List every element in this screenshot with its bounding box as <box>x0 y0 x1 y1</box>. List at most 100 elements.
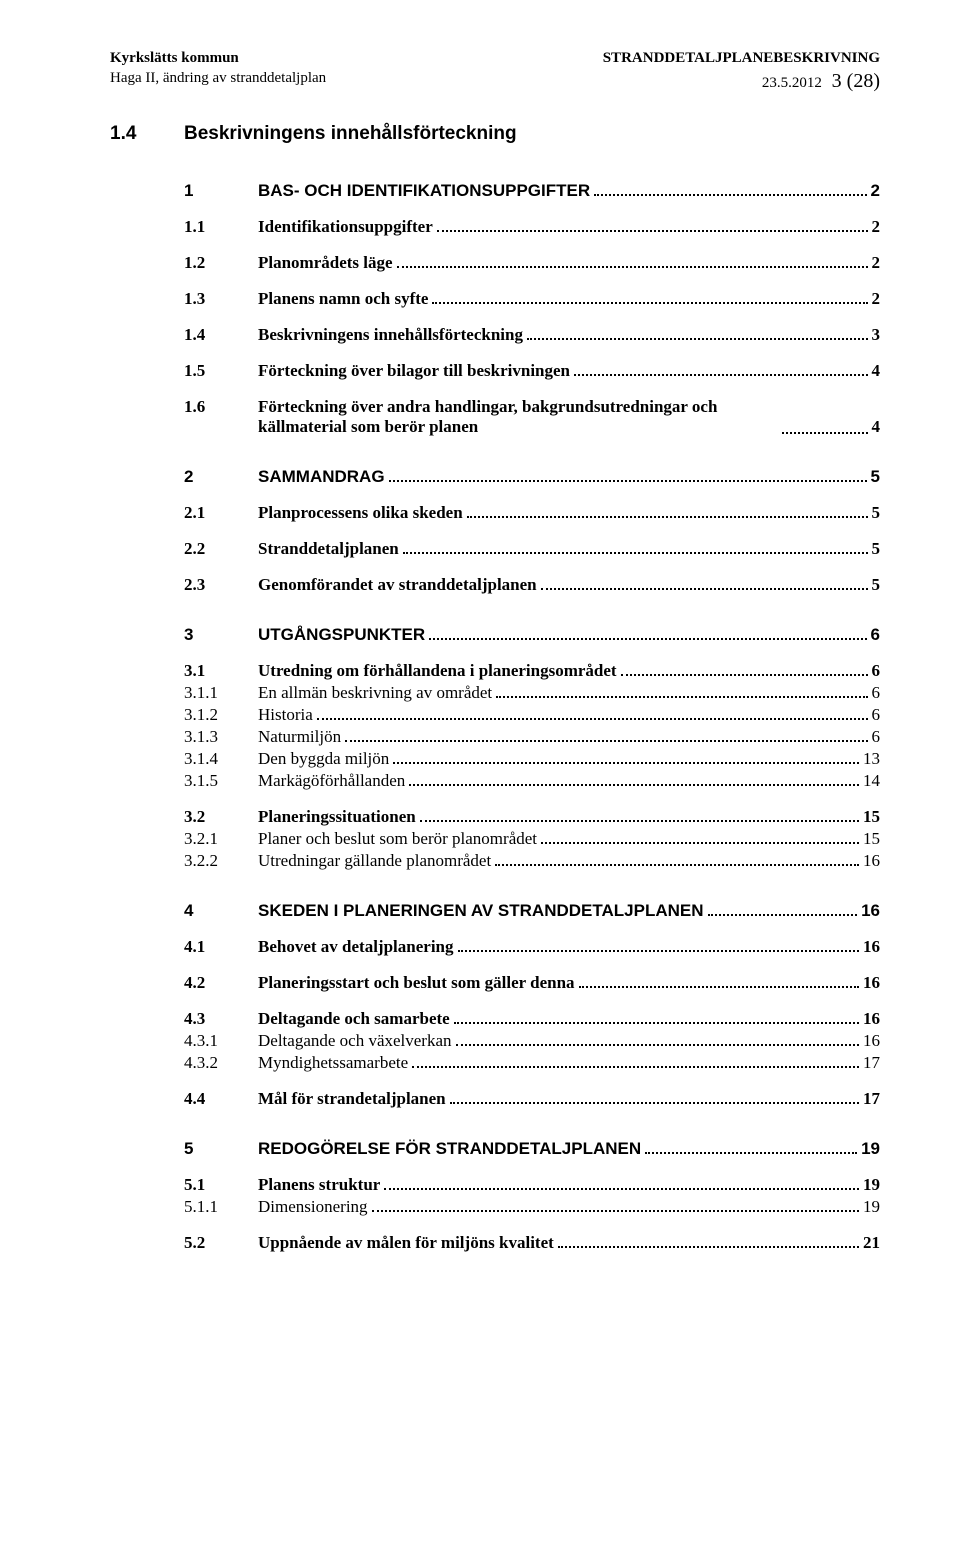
toc-label-wrap: Uppnående av målen för miljöns kvalitet 2… <box>258 1233 880 1253</box>
toc-row: 1.1Identifikationsuppgifter2 <box>184 217 880 237</box>
toc-label: Markägöförhållanden <box>258 771 405 791</box>
toc-row: 4.4Mål för strandetaljplanen17 <box>184 1089 880 1109</box>
toc-row: 3UTGÅNGSPUNKTER6 <box>184 625 880 645</box>
header-page-count: 3 (28) <box>832 68 880 95</box>
toc-number: 1.6 <box>184 397 258 417</box>
toc-label: Identifikationsuppgifter <box>258 217 433 237</box>
toc-row: 2.3Genomförandet av stranddetaljplanen5 <box>184 575 880 595</box>
toc-leader-dots <box>594 183 866 197</box>
toc-page: 3 <box>872 325 881 345</box>
toc-row: 4.3.2Myndighetssamarbete17 <box>184 1053 880 1073</box>
toc-number: 1.5 <box>184 361 258 381</box>
toc-row: 4.1Behovet av detaljplanering16 <box>184 937 880 957</box>
toc-label-wrap: Planeringsstart och beslut som gäller de… <box>258 973 880 993</box>
toc-label-wrap: Planområdets läge2 <box>258 253 880 273</box>
toc-number: 2.1 <box>184 503 258 523</box>
toc-page: 19 <box>861 1139 880 1159</box>
toc-number: 4.3.2 <box>184 1053 258 1073</box>
header-right: STRANDDETALJPLANEBESKRIVNING 23.5.2012 3… <box>603 48 880 95</box>
toc-leader-dots <box>403 541 868 555</box>
toc-row: 1.6Förteckning över andra handlingar, ba… <box>184 397 880 437</box>
toc-label: Beskrivningens innehållsförteckning <box>258 325 523 345</box>
toc-label-wrap: Utredning om förhållandena i planeringso… <box>258 661 880 681</box>
toc-label-wrap: Utredningar gällande planområdet16 <box>258 851 880 871</box>
toc-label-wrap: En allmän beskrivning av området6 <box>258 683 880 703</box>
toc-label: REDOGÖRELSE FÖR STRANDDETALJPLANEN <box>258 1139 641 1159</box>
toc-leader-dots <box>397 255 868 269</box>
toc-label: Planområdets läge <box>258 253 393 273</box>
toc-label: Uppnående av målen för miljöns kvalitet <box>258 1233 554 1253</box>
toc-label: Planprocessens olika skeden <box>258 503 463 523</box>
toc-label: Stranddetaljplanen <box>258 539 399 559</box>
toc-label-wrap: Myndighetssamarbete17 <box>258 1053 880 1073</box>
toc-number: 3.1.4 <box>184 749 258 769</box>
toc-label-wrap: SKEDEN I PLANERINGEN AV STRANDDETALJPLAN… <box>258 901 880 921</box>
toc-leader-dots <box>527 327 868 341</box>
toc-leader-dots <box>558 1235 859 1249</box>
toc-label: Planens namn och syfte <box>258 289 428 309</box>
toc-leader-dots <box>456 1033 859 1047</box>
toc-page: 16 <box>863 1031 880 1051</box>
toc-number: 5.2 <box>184 1233 258 1253</box>
toc-number: 1.3 <box>184 289 258 309</box>
toc-page: 21 <box>863 1233 880 1253</box>
toc-leader-dots <box>458 939 860 953</box>
toc-page: 5 <box>871 467 880 487</box>
toc-label: Planer och beslut som berör planområdet <box>258 829 537 849</box>
toc-label-wrap: Deltagande och växelverkan16 <box>258 1031 880 1051</box>
toc-number: 1.4 <box>184 325 258 345</box>
toc-number: 3.2.2 <box>184 851 258 871</box>
toc-page: 14 <box>863 771 880 791</box>
toc-row: 1.3Planens namn och syfte 2 <box>184 289 880 309</box>
section-title: Beskrivningens innehållsförteckning <box>184 123 517 145</box>
toc-leader-dots <box>389 469 867 483</box>
toc-label-wrap: Mål för strandetaljplanen17 <box>258 1089 880 1109</box>
toc-label-wrap: Naturmiljön6 <box>258 727 880 747</box>
toc-number: 5 <box>184 1139 258 1159</box>
toc-label-wrap: Planprocessens olika skeden 5 <box>258 503 880 523</box>
toc-row: 3.2.1Planer och beslut som berör planomr… <box>184 829 880 849</box>
toc-leader-dots <box>541 577 868 591</box>
header-org: Kyrkslätts kommun <box>110 48 326 68</box>
toc-number: 4.3.1 <box>184 1031 258 1051</box>
toc-leader-dots <box>496 685 867 699</box>
toc-label-wrap: Historia6 <box>258 705 880 725</box>
toc-page: 16 <box>863 851 880 871</box>
toc-row: 2.2Stranddetaljplanen5 <box>184 539 880 559</box>
header-subtitle: Haga II, ändring av stranddetaljplan <box>110 68 326 88</box>
toc-leader-dots <box>412 1055 859 1069</box>
toc-page: 5 <box>872 503 881 523</box>
toc-label: En allmän beskrivning av området <box>258 683 492 703</box>
toc-row: 2.1Planprocessens olika skeden 5 <box>184 503 880 523</box>
toc-number: 3 <box>184 625 258 645</box>
toc-label: Planeringsstart och beslut som gäller de… <box>258 973 575 993</box>
toc-label-wrap: Den byggda miljön13 <box>258 749 880 769</box>
toc-page: 15 <box>863 829 880 849</box>
toc-number: 3.1.5 <box>184 771 258 791</box>
toc-row: 2SAMMANDRAG5 <box>184 467 880 487</box>
toc-label-wrap: Stranddetaljplanen5 <box>258 539 880 559</box>
toc-page: 2 <box>872 289 881 309</box>
toc-leader-dots <box>495 853 859 867</box>
toc-page: 4 <box>872 417 881 437</box>
toc-label-wrap: Planeringssituationen15 <box>258 807 880 827</box>
toc-leader-dots <box>450 1091 859 1105</box>
toc-label-wrap: Förteckning över andra handlingar, bakgr… <box>258 397 880 437</box>
toc-label-wrap: UTGÅNGSPUNKTER6 <box>258 625 880 645</box>
toc-label: Genomförandet av stranddetaljplanen <box>258 575 537 595</box>
toc-row: 5.2Uppnående av målen för miljöns kvalit… <box>184 1233 880 1253</box>
section-number: 1.4 <box>110 123 184 145</box>
toc-page: 6 <box>872 727 881 747</box>
toc-label: BAS- OCH IDENTIFIKATIONSUPPGIFTER <box>258 181 590 201</box>
toc-leader-dots <box>574 363 868 377</box>
toc-label-wrap: Behovet av detaljplanering16 <box>258 937 880 957</box>
toc-leader-dots <box>384 1177 859 1191</box>
toc-row: 1.2Planområdets läge2 <box>184 253 880 273</box>
toc-row: 3.1Utredning om förhållandena i planerin… <box>184 661 880 681</box>
toc-number: 3.2.1 <box>184 829 258 849</box>
toc-leader-dots <box>393 751 859 765</box>
toc-number: 4.2 <box>184 973 258 993</box>
toc-label-wrap: Förteckning över bilagor till beskrivnin… <box>258 361 880 381</box>
toc-page: 17 <box>863 1089 880 1109</box>
toc-row: 1.4Beskrivningens innehållsförteckning 3 <box>184 325 880 345</box>
